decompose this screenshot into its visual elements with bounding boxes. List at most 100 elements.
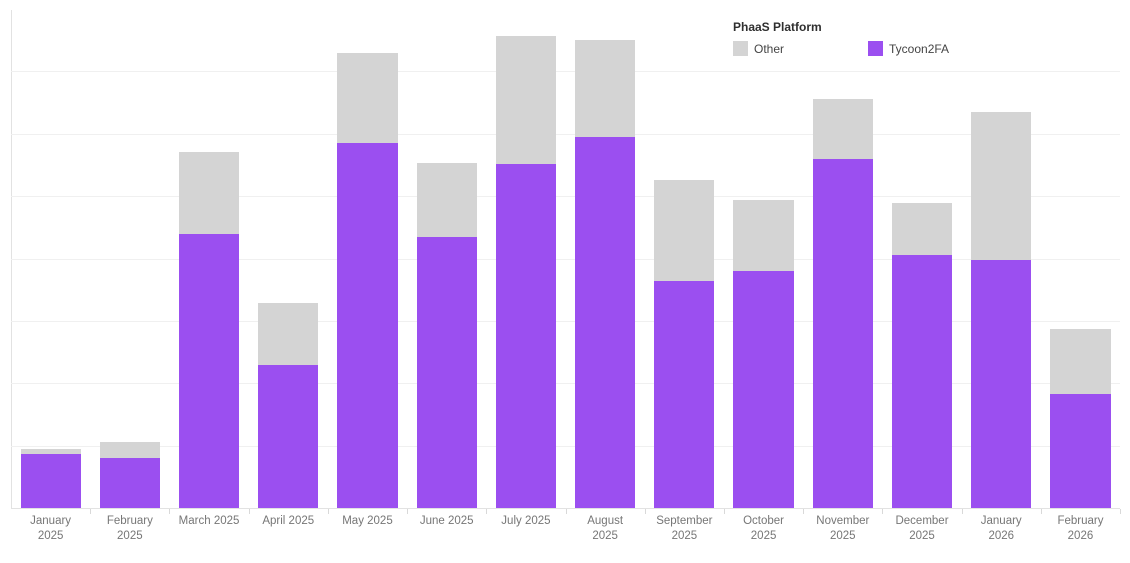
axis-tick: [961, 509, 963, 514]
bar-segment-tycoon2fa[interactable]: [971, 259, 1032, 509]
bar-segment-tycoon2fa[interactable]: [99, 458, 160, 509]
x-axis-label-line: January: [30, 515, 72, 527]
x-axis-label-line: November: [816, 515, 870, 527]
bar-segment-tycoon2fa[interactable]: [20, 453, 81, 509]
x-axis-label-line: August: [587, 515, 624, 527]
legend-item-tycoon2fa[interactable]: Tycoon2FA: [868, 41, 949, 56]
bar-segment-tycoon2fa[interactable]: [654, 280, 715, 509]
bar-stack: [812, 99, 873, 509]
gridline: [11, 196, 1120, 198]
axis-tick: [1040, 509, 1042, 514]
bar-stack: [575, 39, 636, 509]
bar-segment-other[interactable]: [178, 152, 240, 234]
x-axis-label-line: February: [106, 515, 153, 527]
bar-segment-other[interactable]: [812, 99, 873, 160]
bar-segment-tycoon2fa[interactable]: [337, 143, 398, 509]
x-axis-label-line: 2025: [909, 530, 935, 542]
bar-column: [328, 10, 407, 509]
x-axis-label: February 2025: [90, 514, 169, 544]
bar-segment-other[interactable]: [258, 302, 319, 365]
x-axis-labels: January 2025 February 2025 March 2025 April 2…: [11, 514, 1120, 544]
bar-segment-tycoon2fa[interactable]: [495, 164, 557, 509]
bar-stack: [971, 111, 1032, 509]
gridline: [11, 71, 1120, 73]
bar-segment-tycoon2fa[interactable]: [258, 364, 319, 509]
bar-segment-other[interactable]: [416, 162, 477, 238]
x-axis-label: January 2025: [11, 514, 90, 544]
bar-segment-tycoon2fa[interactable]: [733, 271, 794, 509]
bar-column: [645, 10, 724, 509]
bar-segment-tycoon2fa[interactable]: [416, 237, 477, 509]
axis-tick: [723, 509, 725, 514]
bar-stack: [495, 36, 557, 509]
x-axis-line: [11, 508, 1120, 509]
legend-item-label: Tycoon2FA: [889, 41, 950, 56]
x-axis-label-line: 2025: [592, 530, 618, 542]
bar-segment-other[interactable]: [575, 39, 636, 137]
bar-segment-tycoon2fa[interactable]: [1050, 393, 1111, 509]
bar-segment-other[interactable]: [891, 202, 953, 255]
x-axis-label-line: February: [1057, 515, 1104, 527]
x-axis-label: July 2025: [486, 514, 565, 529]
bar-stack: [733, 200, 794, 509]
bar-segment-other[interactable]: [20, 449, 81, 454]
legend-item-label: Other: [754, 41, 785, 56]
legend-swatch-tycoon2fa-icon: [868, 41, 884, 56]
legend-swatch-other-icon: [733, 41, 748, 56]
axis-tick: [327, 509, 329, 514]
bar-column: [803, 10, 882, 509]
x-axis-label-line: 2026: [988, 530, 1015, 542]
bar-segment-other[interactable]: [1050, 329, 1111, 394]
x-axis-label-line: 2025: [37, 530, 64, 542]
x-axis-label-line: December: [895, 515, 949, 527]
bar-stack: [258, 302, 319, 509]
bar-column: [11, 10, 90, 509]
x-axis-label-line: 2025: [750, 530, 777, 542]
x-axis-label: March 2025: [169, 514, 248, 529]
bar-stack: [654, 180, 715, 509]
bar-column: [1041, 10, 1120, 509]
x-axis-label: May 2025: [328, 514, 407, 529]
bar-stack: [1050, 329, 1111, 509]
bar-stack: [337, 53, 398, 509]
bar-column: [724, 10, 803, 509]
bar-segment-tycoon2fa[interactable]: [575, 136, 636, 509]
bar-segment-other[interactable]: [99, 441, 160, 459]
x-axis-label-line: 2026: [1067, 530, 1094, 542]
x-axis-label: October 2025: [724, 514, 803, 544]
bar-column: [90, 10, 169, 509]
axis-tick: [1120, 509, 1121, 514]
bar-segment-tycoon2fa[interactable]: [178, 233, 240, 509]
bar-segment-other[interactable]: [971, 111, 1032, 260]
x-axis-label: April 2025: [249, 514, 328, 529]
bar-segment-other[interactable]: [733, 200, 794, 272]
bar-segment-tycoon2fa[interactable]: [891, 254, 953, 509]
bar-stack: [891, 202, 953, 509]
bar-column: [407, 10, 486, 509]
axis-tick: [169, 509, 171, 514]
bar-stack: [178, 152, 240, 509]
x-axis-label: December 2025: [882, 514, 961, 544]
x-axis-label-line: April 2025: [262, 515, 315, 527]
axis-tick: [407, 509, 409, 514]
bar-column: [566, 10, 645, 509]
bar-column: [249, 10, 328, 509]
x-axis-label-line: October: [743, 515, 785, 527]
axis-tick: [90, 509, 92, 514]
axis-tick: [565, 509, 567, 514]
bar-segment-tycoon2fa[interactable]: [812, 159, 873, 509]
bar-segment-other[interactable]: [654, 180, 715, 281]
bar-segment-other[interactable]: [495, 36, 557, 165]
gridline: [11, 133, 1120, 135]
x-axis-label-line: July 2025: [501, 515, 551, 527]
bar-segment-other[interactable]: [337, 53, 398, 144]
bar-column: [882, 10, 961, 509]
x-axis-label: February 2026: [1041, 514, 1120, 544]
x-axis-label-line: September: [656, 515, 713, 527]
axis-tick: [882, 509, 884, 514]
bar-stack: [99, 441, 160, 509]
gridline: [11, 383, 1120, 385]
bar-column: [169, 10, 248, 509]
legend-item-other[interactable]: Other: [733, 41, 784, 56]
